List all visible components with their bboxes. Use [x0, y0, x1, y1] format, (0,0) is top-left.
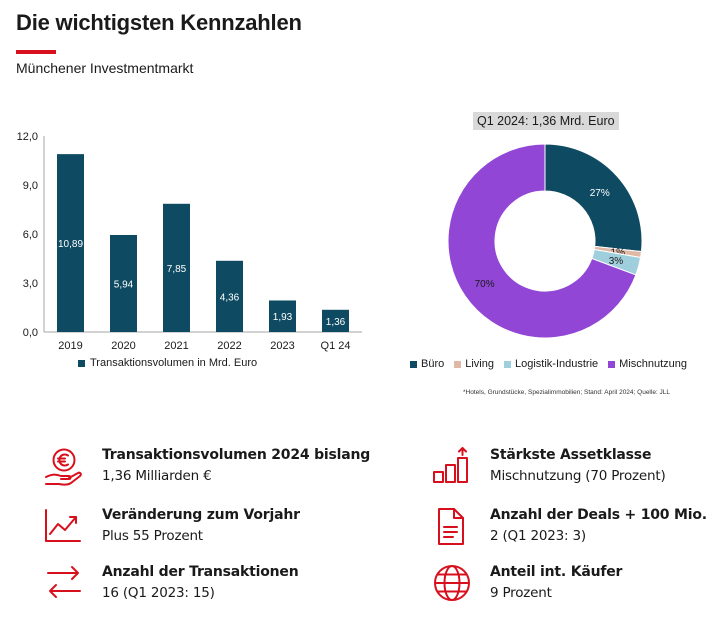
euro-hand-icon: [45, 448, 82, 486]
kpi-value: 16 (Q1 2023: 15): [102, 585, 215, 601]
legend-item-buero: Büro: [410, 358, 444, 370]
legend-swatch-buero: [410, 360, 417, 368]
title-accent-line: [16, 50, 56, 54]
globe-icon: [434, 565, 470, 601]
y-tick-label: 6,0: [23, 229, 38, 241]
x-tick-label: 2020: [111, 340, 135, 352]
document-icon: [438, 508, 464, 545]
bar-value-label: 5,94: [114, 279, 134, 290]
legend-swatch-mischnutzung: [608, 360, 616, 368]
donut-slice-label: 1%: [611, 247, 626, 258]
bar-value-label: 1,93: [273, 312, 293, 323]
donut-slice: [544, 143, 643, 253]
legend-swatch-living: [454, 360, 462, 368]
legend-item-living: Living: [454, 358, 494, 370]
legend-label-living: Living: [465, 358, 494, 370]
kpi-value: Plus 55 Prozent: [102, 528, 203, 544]
rising-bars-icon: [433, 447, 468, 483]
page-title: Die wichtigsten Kennzahlen: [16, 10, 302, 35]
legend-label-buero: Büro: [421, 358, 445, 370]
kpi-value: Mischnutzung (70 Prozent): [490, 468, 666, 484]
bar-chart: 0,0 3,0 6,0 9,0 12,0 10,89 2019 5,94 2020 7,85 202…: [17, 131, 362, 352]
kpi-label: Transaktionsvolumen 2024 bislang: [102, 447, 371, 463]
bar-value-label: 10,89: [58, 239, 83, 250]
x-tick-label: 2022: [217, 340, 241, 352]
bar: [216, 260, 243, 332]
kpi-label: Anzahl der Deals + 100 Mio.: [490, 507, 707, 523]
legend-label-logistik: Logistik-Industrie: [515, 358, 599, 370]
x-tick-label: 2019: [58, 340, 82, 352]
x-tick-label: 2021: [164, 340, 188, 352]
donut-slice-label: 27%: [590, 188, 610, 199]
donut-chart: 27% 1%3% 70%: [447, 143, 643, 339]
legend-swatch-logistik: [504, 360, 511, 368]
y-tick-label: 0,0: [23, 327, 38, 339]
trend-up-icon: [45, 509, 81, 542]
kpi-value: 9 Prozent: [490, 585, 552, 601]
donut-slice-label: 3%: [609, 256, 624, 267]
bar-value-label: 7,85: [167, 264, 187, 275]
bar-legend-label: Transaktionsvolumen in Mrd. Euro: [90, 357, 258, 369]
kpi-label: Anzahl der Transaktionen: [102, 564, 299, 580]
kpi-label: Stärkste Assetklasse: [490, 447, 652, 463]
bar-value-label: 1,36: [326, 317, 346, 328]
bar-value-label: 4,36: [220, 292, 240, 303]
exchange-arrows-icon: [47, 566, 81, 598]
bar-legend: Transaktionsvolumen in Mrd. Euro: [78, 357, 257, 369]
source-footnote: *Hotels, Grundstücke, Spezialimmobilien;…: [463, 389, 671, 396]
y-tick-label: 9,0: [23, 180, 38, 192]
bar-legend-swatch: [78, 359, 85, 367]
donut-legend: Büro Living Logistik-Industrie Mischnutz…: [410, 358, 687, 370]
donut-slice: [447, 143, 637, 339]
legend-label-mischnutzung: Mischnutzung: [619, 358, 688, 370]
bar: [322, 309, 349, 332]
bar: [57, 154, 84, 332]
y-tick-label: 12,0: [17, 131, 38, 143]
donut-slice-label: 70%: [475, 279, 495, 290]
x-tick-label: 2023: [270, 340, 294, 352]
kpi-label: Anteil int. Käufer: [490, 564, 623, 580]
legend-item-logistik: Logistik-Industrie: [504, 358, 598, 370]
bar: [163, 203, 190, 332]
page-subtitle: Münchener Investmentmarkt: [16, 60, 194, 76]
kpi-value: 1,36 Milliarden €: [102, 468, 212, 484]
kpi-label: Veränderung zum Vorjahr: [102, 507, 300, 523]
bar: [269, 300, 296, 332]
donut-title: Q1 2024: 1,36 Mrd. Euro: [473, 112, 619, 130]
y-tick-label: 3,0: [23, 278, 38, 290]
legend-item-mischnutzung: Mischnutzung: [608, 358, 687, 370]
bar: [110, 234, 137, 332]
x-tick-label: Q1 24: [321, 340, 351, 352]
kpi-value: 2 (Q1 2023: 3): [490, 528, 586, 544]
